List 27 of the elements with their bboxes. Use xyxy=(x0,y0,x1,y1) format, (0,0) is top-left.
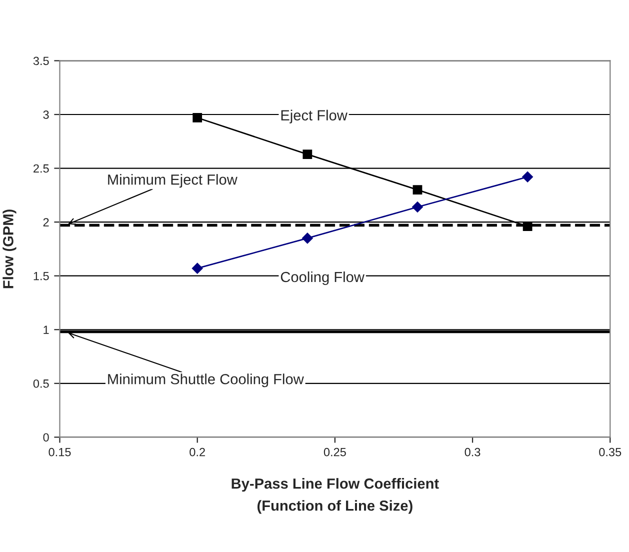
point xyxy=(522,222,532,232)
x-tick-label: 0.25 xyxy=(324,448,346,456)
y-tick-label: 2 xyxy=(43,218,49,226)
y-tick-label: 3.5 xyxy=(33,56,49,66)
y-tick-label: 0.5 xyxy=(33,379,49,388)
point xyxy=(302,150,312,159)
point xyxy=(412,185,422,194)
series-label: Cooling Flow xyxy=(280,271,364,286)
x-tick-label: 0.15 xyxy=(48,448,71,456)
y-tick-label: 1.5 xyxy=(34,272,49,280)
point xyxy=(412,202,423,212)
y-tick-label: 1 xyxy=(44,326,49,334)
point xyxy=(192,262,203,274)
ref-line-label: Minimum Eject Flow xyxy=(108,174,238,188)
x-tick-label: 0.35 xyxy=(599,448,622,456)
y-tick-label: 0 xyxy=(43,433,49,442)
point xyxy=(192,113,202,122)
ref-line-label: Minimum Shuttle Cooling Flow xyxy=(108,374,304,388)
series-label: Eject Flow xyxy=(281,110,348,124)
y-tick-label: 2.5 xyxy=(34,164,49,173)
y-tick-label: 3 xyxy=(43,110,49,119)
x-tick-label: 0.2 xyxy=(190,448,205,456)
y-axis-title: Flow (GPM) xyxy=(2,210,16,288)
point xyxy=(522,171,534,182)
point xyxy=(302,232,313,244)
x-axis-title: By-Pass Line Flow Coefficient (Function of Line Size) xyxy=(232,478,439,514)
x-tick-label: 0.3 xyxy=(464,448,480,456)
